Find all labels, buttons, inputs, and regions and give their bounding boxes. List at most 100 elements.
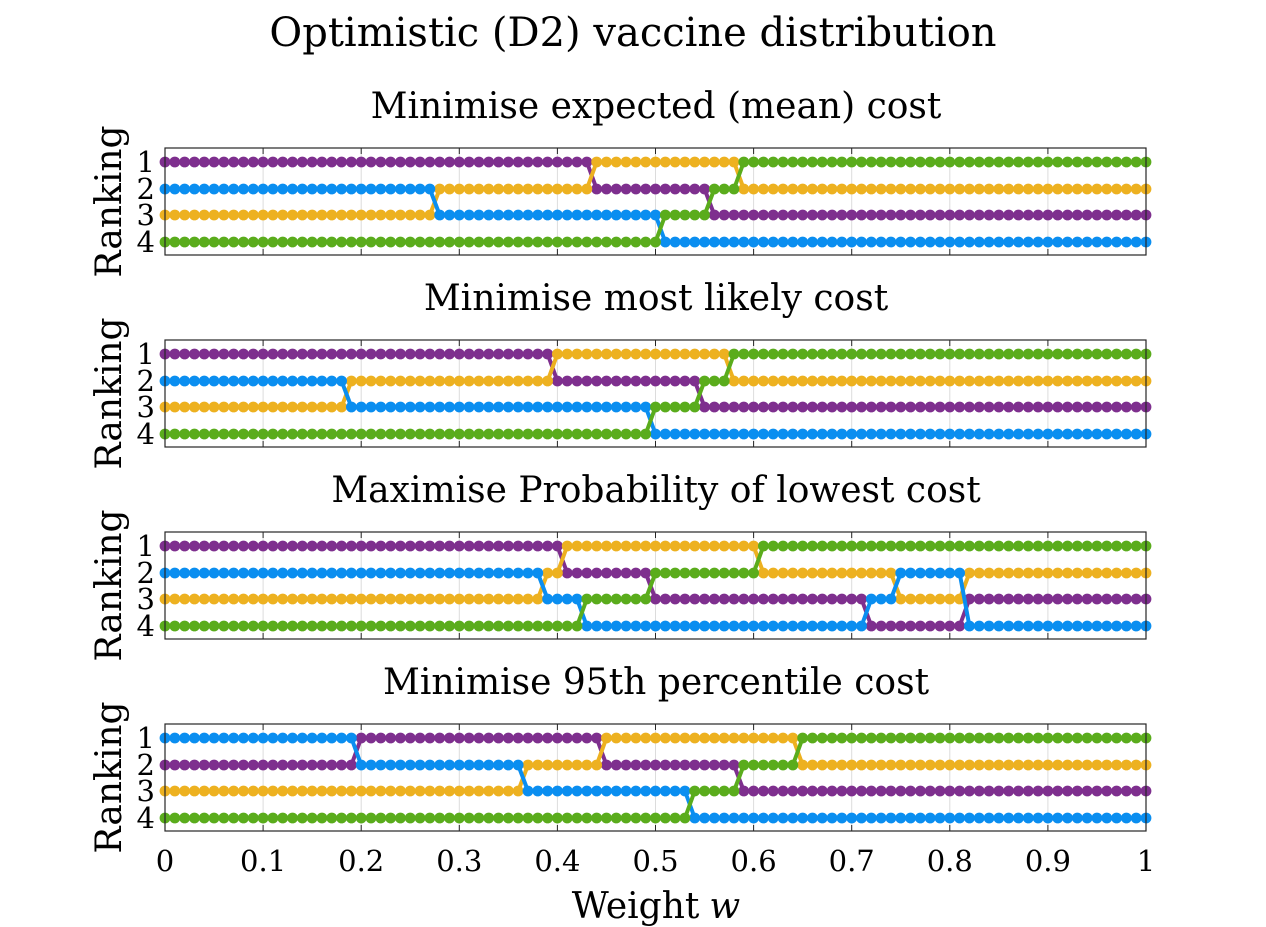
data-point [807, 401, 818, 413]
data-point [375, 236, 387, 248]
data-point [345, 375, 357, 387]
data-point [640, 732, 652, 744]
data-point [444, 785, 455, 797]
data-point [875, 785, 887, 797]
data-point [1091, 540, 1103, 552]
data-point [561, 567, 573, 579]
data-point [1071, 348, 1083, 360]
data-point [552, 732, 563, 744]
data-point [865, 209, 877, 221]
data-point [679, 759, 691, 771]
data-point [522, 812, 534, 824]
data-point [1013, 732, 1024, 744]
data-point [865, 401, 877, 413]
data-point [640, 428, 652, 440]
data-point [434, 183, 446, 195]
data-point [591, 375, 603, 387]
data-point [385, 375, 397, 387]
data-point [983, 401, 995, 413]
data-point [502, 620, 514, 632]
data-point [591, 567, 603, 579]
data-point [218, 236, 230, 248]
data-point [934, 375, 946, 387]
data-point [434, 567, 446, 579]
data-point [1130, 540, 1142, 552]
data-point [748, 209, 759, 221]
data-point [1071, 759, 1083, 771]
data-point [385, 236, 397, 248]
data-point [522, 428, 534, 440]
data-point [787, 620, 799, 632]
data-point [395, 567, 406, 579]
data-point [718, 236, 730, 248]
data-point [326, 375, 338, 387]
data-point [787, 348, 799, 360]
data-point [247, 401, 259, 413]
data-point [679, 785, 691, 797]
data-point [1032, 620, 1044, 632]
data-point [257, 593, 269, 605]
data-point [532, 812, 544, 824]
data-point [316, 156, 328, 168]
data-point [767, 428, 779, 440]
data-point [954, 567, 966, 579]
data-point [179, 401, 191, 413]
data-point [905, 209, 916, 221]
data-point [257, 209, 269, 221]
data-point [326, 401, 338, 413]
data-point [532, 156, 544, 168]
data-point [758, 401, 769, 413]
data-point [865, 156, 877, 168]
data-point [336, 567, 347, 579]
data-point [218, 428, 230, 440]
data-point [1032, 375, 1044, 387]
data-point [885, 183, 897, 195]
data-point [718, 620, 730, 632]
data-point [473, 156, 485, 168]
data-point [473, 812, 485, 824]
data-point [669, 812, 681, 824]
data-point [630, 348, 642, 360]
data-point [610, 428, 622, 440]
data-point [522, 209, 534, 221]
data-point [522, 593, 534, 605]
data-point [306, 348, 318, 360]
data-point [856, 785, 867, 797]
data-point [316, 183, 328, 195]
data-point [620, 401, 632, 413]
series-purple [159, 156, 1152, 221]
data-point [601, 540, 612, 552]
data-point [424, 375, 436, 387]
data-point [218, 209, 230, 221]
data-point [856, 620, 867, 632]
data-point [591, 593, 603, 605]
data-point [973, 348, 985, 360]
data-point [914, 567, 926, 579]
data-point [767, 183, 779, 195]
data-point [1081, 375, 1093, 387]
data-point [473, 540, 485, 552]
data-point [601, 375, 612, 387]
data-point [689, 732, 701, 744]
data-point [189, 183, 200, 195]
data-point [1062, 620, 1073, 632]
data-point [718, 812, 730, 824]
data-point [787, 183, 799, 195]
data-point [944, 732, 956, 744]
data-point [179, 567, 191, 579]
data-point [169, 759, 181, 771]
data-point [444, 183, 455, 195]
data-point [345, 348, 357, 360]
data-point [708, 759, 720, 771]
data-point [483, 183, 495, 195]
data-point [728, 620, 740, 632]
data-point [973, 812, 985, 824]
data-point [355, 209, 367, 221]
data-point [179, 375, 191, 387]
data-point [1052, 348, 1064, 360]
data-point [905, 156, 916, 168]
data-point [502, 209, 514, 221]
data-point [846, 785, 858, 797]
data-point [758, 540, 769, 552]
data-point [385, 428, 397, 440]
